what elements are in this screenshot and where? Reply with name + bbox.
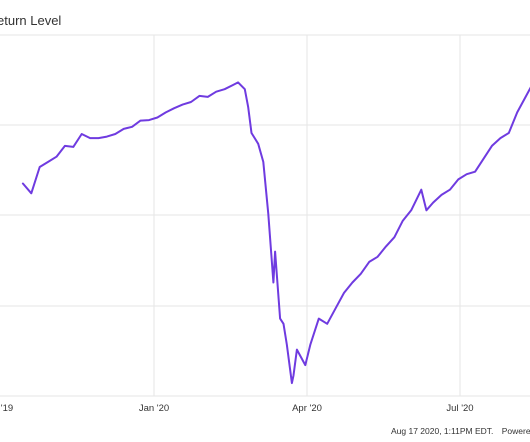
x-tick-label: Jan '20 [139, 403, 169, 414]
footer-timestamp: Aug 17 2020, 1:11PM EDT. [391, 426, 494, 436]
x-axis-ticks: '19 Jan '20 Apr '20 Jul '20 [1, 403, 474, 414]
x-tick-label: Apr '20 [292, 403, 322, 414]
x-tick-label: Jul '20 [446, 403, 473, 414]
footer-powered-by: Powered by [501, 426, 530, 436]
series-line [21, 81, 530, 385]
x-tick-label: '19 [1, 403, 13, 414]
chart-footer: Aug 17 2020, 1:11PM EDT. Powered by [391, 426, 530, 436]
grid-lines [0, 34, 530, 397]
chart-title: eturn Level [0, 13, 62, 28]
